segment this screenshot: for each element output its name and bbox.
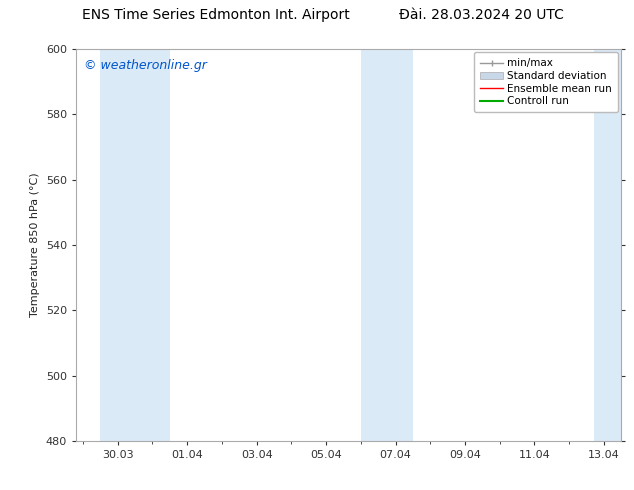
Bar — [593, 49, 621, 441]
Bar — [361, 49, 413, 441]
Text: Đài. 28.03.2024 20 UTC: Đài. 28.03.2024 20 UTC — [399, 8, 564, 22]
Y-axis label: Temperature 850 hPa (°C): Temperature 850 hPa (°C) — [30, 172, 40, 318]
Bar — [100, 49, 170, 441]
Legend: min/max, Standard deviation, Ensemble mean run, Controll run: min/max, Standard deviation, Ensemble me… — [474, 52, 618, 112]
Text: © weatheronline.gr: © weatheronline.gr — [84, 59, 207, 72]
Text: ENS Time Series Edmonton Int. Airport: ENS Time Series Edmonton Int. Airport — [82, 8, 350, 22]
